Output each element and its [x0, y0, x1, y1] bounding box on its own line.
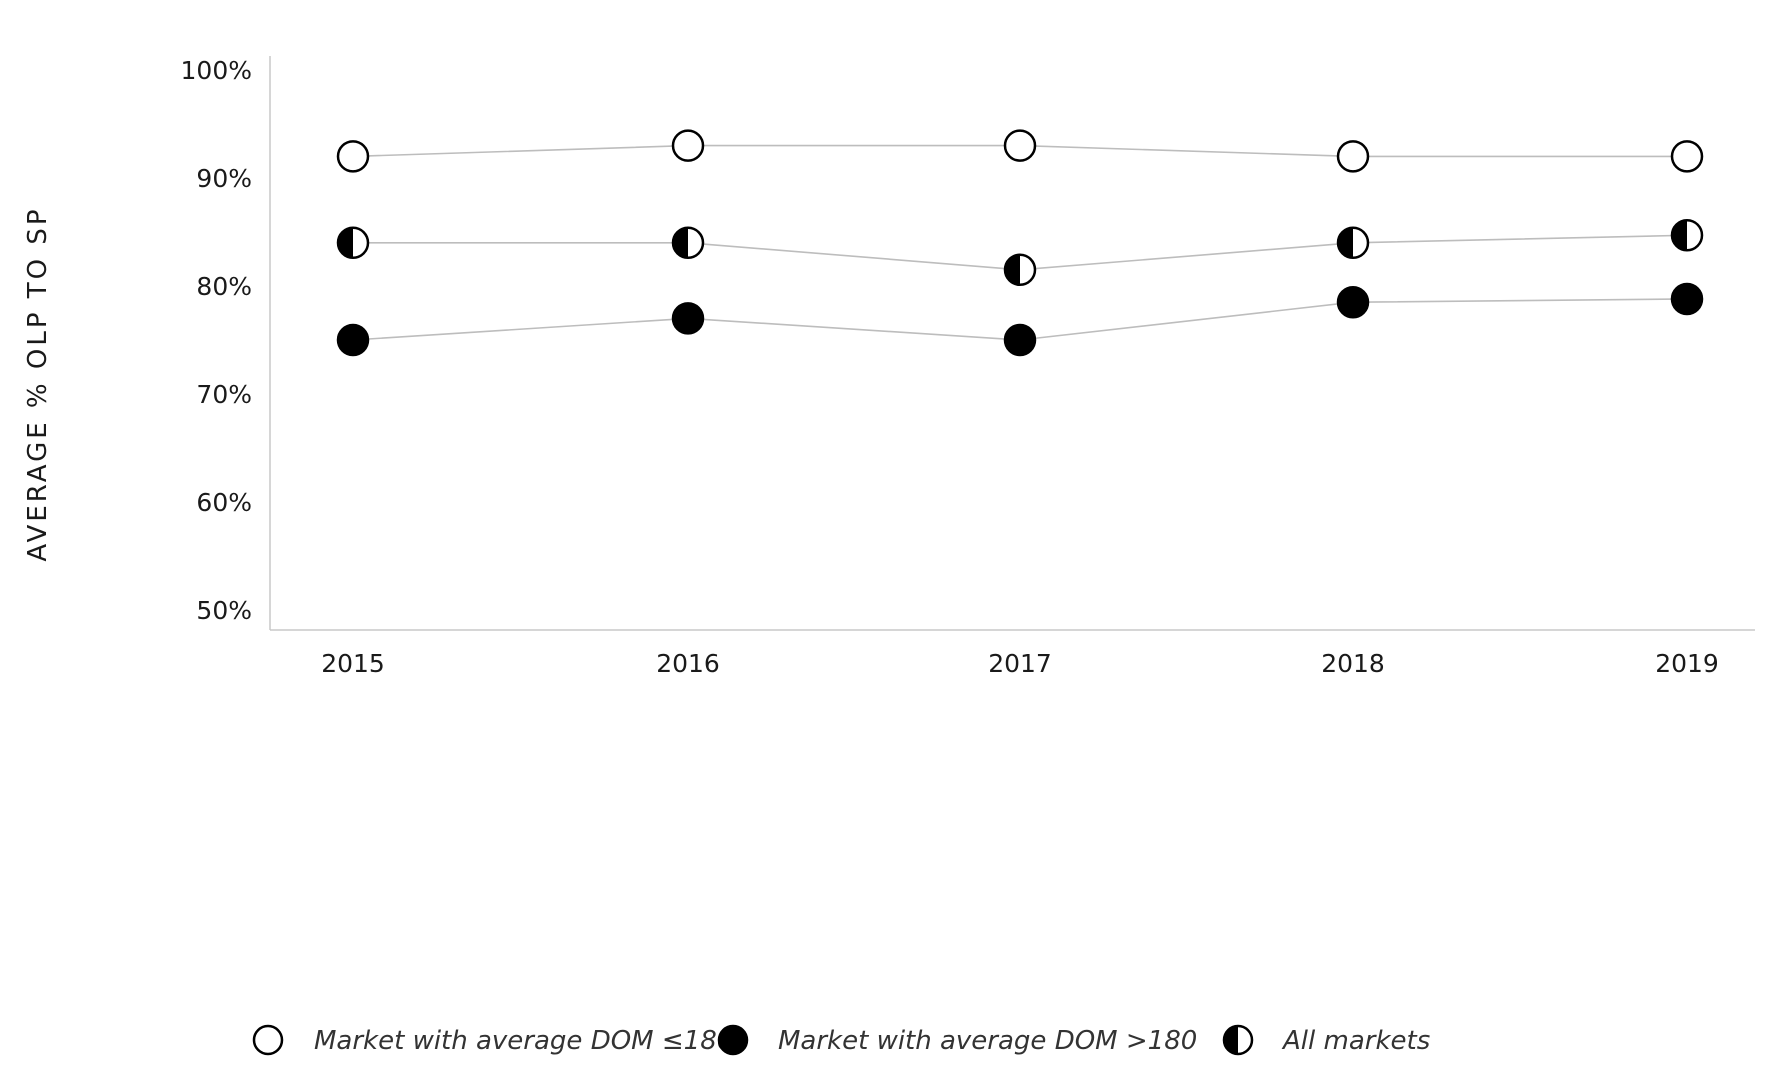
data-point — [336, 226, 370, 260]
legend-label: Market with average DOM ≤180 — [314, 1026, 733, 1056]
y-tick-label: 60% — [196, 488, 252, 517]
data-point — [671, 302, 705, 335]
data-point — [1003, 129, 1037, 162]
x-tick-label: 2017 — [988, 649, 1052, 678]
data-point — [671, 129, 705, 162]
data-point — [1336, 140, 1370, 173]
data-point — [671, 226, 705, 260]
x-tick-label: 2016 — [656, 649, 720, 678]
x-tick-label: 2018 — [1321, 649, 1385, 678]
legend-label: All markets — [1281, 1026, 1430, 1056]
data-point — [1003, 253, 1037, 287]
legend-label: Market with average DOM >180 — [778, 1026, 1197, 1056]
y-tick-label: 70% — [196, 380, 252, 409]
data-point — [336, 323, 370, 357]
legend-marker — [1222, 1024, 1254, 1056]
y-tick-label: 50% — [196, 596, 252, 625]
legend-marker — [252, 1024, 284, 1056]
data-point — [1670, 282, 1704, 316]
y-tick-label: 100% — [181, 56, 252, 85]
x-tick-label: 2015 — [321, 649, 385, 678]
data-point — [336, 140, 370, 173]
y-tick-label: 90% — [196, 164, 252, 193]
legend-marker — [717, 1024, 749, 1056]
data-point — [1336, 226, 1370, 260]
x-tick-label: 2019 — [1655, 649, 1719, 678]
data-point — [1003, 323, 1037, 357]
y-tick-label: 80% — [196, 272, 252, 301]
data-point — [1670, 140, 1704, 173]
data-point — [1670, 218, 1704, 252]
y-axis-label: AVERAGE % OLP TO SP — [23, 206, 53, 561]
data-point — [1336, 285, 1370, 319]
